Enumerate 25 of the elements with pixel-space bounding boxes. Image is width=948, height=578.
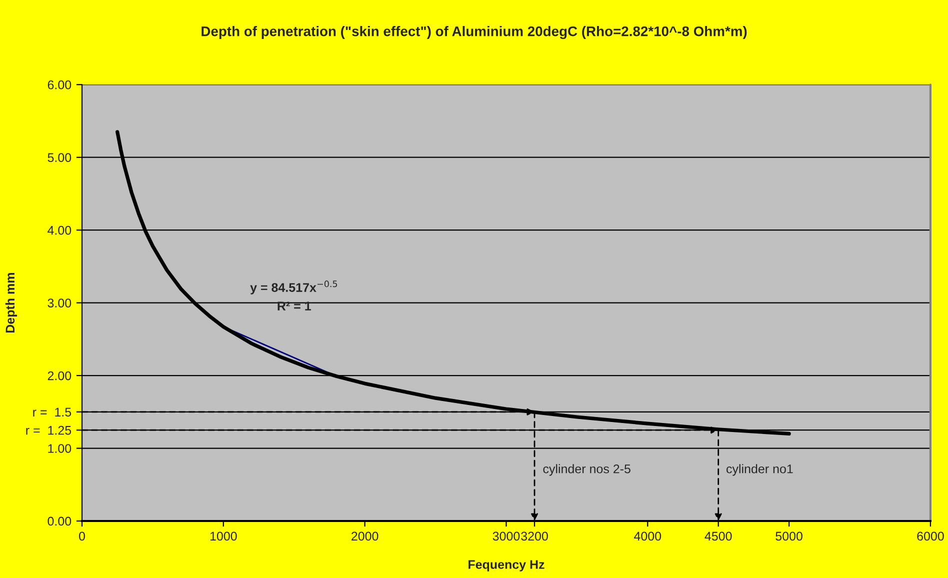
chart-title: Depth of penetration ("skin effect") of Aluminium 20degC (Rho=2.82*10^-8 Ohm*m): [202, 26, 747, 40]
x-tick-label: 1000: [210, 532, 237, 541]
y-tick-label: 5.00: [48, 153, 72, 162]
x-tick-label: 2000: [352, 532, 378, 541]
x-tick-label: 4500: [704, 532, 732, 541]
x-tick-label: 3000: [492, 532, 520, 541]
annotation: y = 84.517x$^{−0.5}$: [250, 280, 338, 294]
y-tick-label: 3.00: [48, 298, 72, 308]
x-tick-label: 6000: [917, 532, 944, 541]
x-axis-title: Fequency Hz: [468, 560, 544, 572]
y-tick-label: r = 1.5: [33, 408, 72, 417]
y-tick-label: 1.00: [48, 444, 72, 453]
x-tick-label: 5000: [776, 532, 802, 541]
y-axis-title: Depth mm: [5, 273, 18, 333]
y-tick-label: 0.00: [48, 516, 72, 526]
annotation: cylinder no1: [726, 464, 793, 476]
x-tick-label: 4000: [634, 532, 662, 541]
annotation: cylinder nos 2-5: [543, 464, 630, 476]
x-tick-label: 3200: [521, 532, 548, 541]
x-tick-label: 0: [79, 532, 85, 541]
y-tick-label: 2.00: [48, 371, 72, 380]
y-tick-label: 6.00: [48, 80, 72, 90]
y-tick-label: r = 1.25: [26, 426, 72, 435]
annotation: R² = 1: [278, 302, 311, 310]
y-tick-label: 4.00: [48, 226, 72, 235]
